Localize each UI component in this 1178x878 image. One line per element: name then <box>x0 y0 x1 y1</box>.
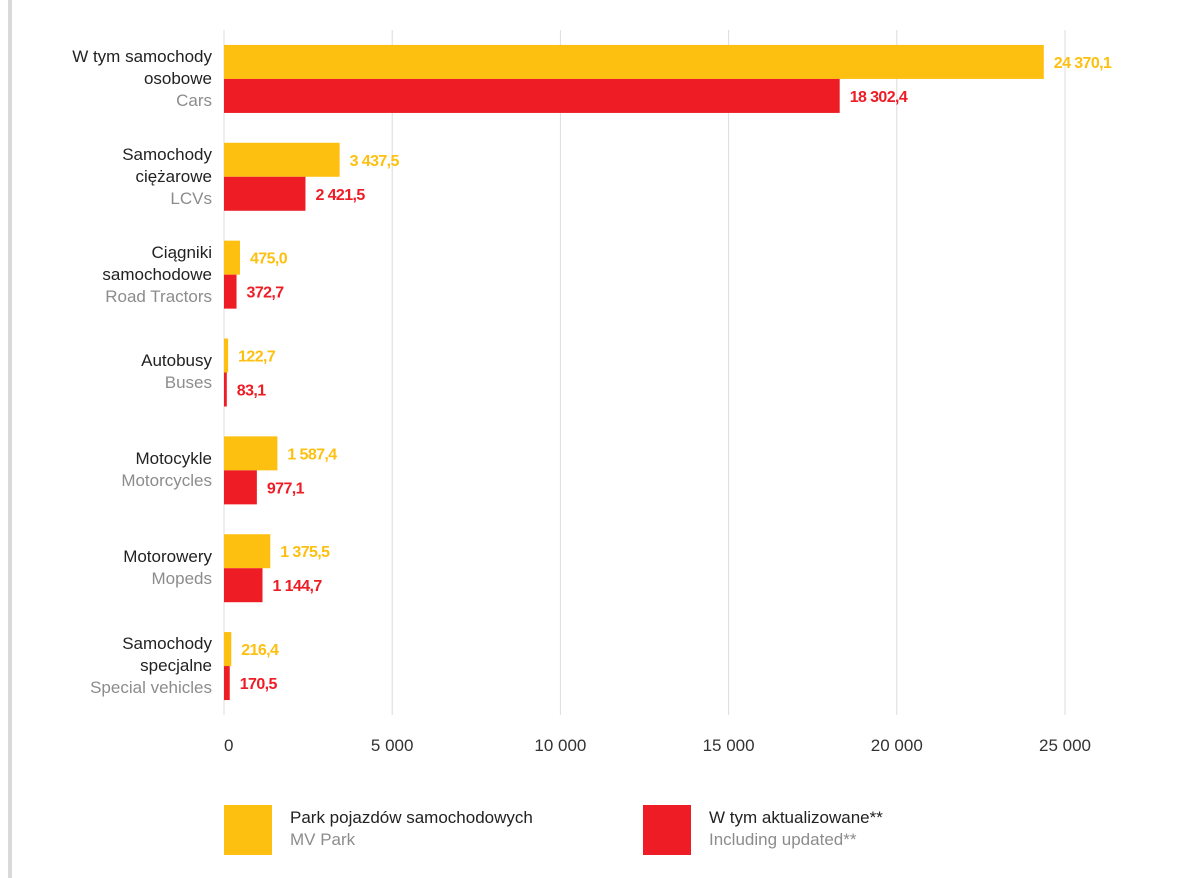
bar <box>224 666 230 701</box>
category-name: W tym samochody osobowe <box>72 46 212 88</box>
value-label: 2 421,5 <box>315 187 365 204</box>
value-label: 24 370,1 <box>1054 55 1112 72</box>
value-label: 18 302,4 <box>850 89 908 106</box>
value-label: 1 375,5 <box>280 544 330 561</box>
category-label: Samochody specjalne Special vehicles <box>12 617 212 715</box>
category-name-en: Cars <box>176 90 212 110</box>
legend-label: W tym aktualizowane** <box>709 808 883 827</box>
category-label: Motorowery Mopeds <box>12 519 212 617</box>
category-label: Samochody ciężarowe LCVs <box>12 128 212 226</box>
bar <box>224 632 232 667</box>
category-name-en: Road Tractors <box>105 286 212 306</box>
category-name-en: Mopeds <box>151 569 212 589</box>
value-label: 3 437,5 <box>350 153 400 170</box>
bar <box>224 534 271 569</box>
category-label: Autobusy Buses <box>12 324 212 422</box>
category-name-en: Motorcycles <box>121 471 212 491</box>
x-tick-label: 0 <box>224 736 233 755</box>
category-name: Samochody specjalne <box>122 634 212 676</box>
legend-label-en: MV Park <box>290 830 356 849</box>
x-tick-label: 25 000 <box>1039 736 1091 755</box>
category-name-en: LCVs <box>170 188 212 208</box>
bar <box>224 568 263 603</box>
bar <box>224 372 227 407</box>
value-label: 170,5 <box>240 676 278 693</box>
legend-label: Park pojazdów samochodowych <box>290 808 533 827</box>
legend-label-en: Including updated** <box>709 830 857 849</box>
x-tick-label: 20 000 <box>871 736 923 755</box>
category-name: Autobusy <box>141 351 212 371</box>
category-name: Motocykle <box>135 449 212 469</box>
bar <box>224 240 240 275</box>
category-label: Motocykle Motorcycles <box>12 421 212 519</box>
category-label: Ciągniki samochodowe Road Tractors <box>12 226 212 324</box>
bar <box>224 436 278 471</box>
value-label: 1 144,7 <box>273 578 323 595</box>
value-label: 83,1 <box>237 383 266 400</box>
bar <box>224 338 229 373</box>
x-tick-label: 15 000 <box>703 736 755 755</box>
legend-swatch <box>643 805 691 855</box>
value-label: 977,1 <box>267 480 305 497</box>
value-label: 122,7 <box>238 349 276 366</box>
bar <box>224 78 840 113</box>
bar <box>224 142 340 177</box>
legend-swatch <box>224 805 272 855</box>
value-label: 372,7 <box>247 285 285 302</box>
category-name-en: Special vehicles <box>90 678 212 698</box>
category-name: Ciągniki samochodowe <box>102 242 212 284</box>
legend-entry: W tym aktualizowane** Including updated** <box>709 807 883 851</box>
category-name: Samochody ciężarowe <box>122 144 212 186</box>
x-tick-label: 10 000 <box>534 736 586 755</box>
value-label: 1 587,4 <box>287 446 337 463</box>
category-name-en: Buses <box>164 373 212 393</box>
bar <box>224 44 1044 79</box>
category-name: Motorowery <box>123 547 212 567</box>
bar <box>224 176 306 211</box>
x-tick-label: 5 000 <box>371 736 414 755</box>
category-label: W tym samochody osobowe Cars <box>12 30 212 128</box>
bar <box>224 470 257 505</box>
value-label: 216,4 <box>241 642 279 659</box>
bar <box>224 274 237 309</box>
legend-entry: Park pojazdów samochodowych MV Park <box>290 807 533 851</box>
side-rule <box>8 0 12 878</box>
value-label: 475,0 <box>250 251 288 268</box>
